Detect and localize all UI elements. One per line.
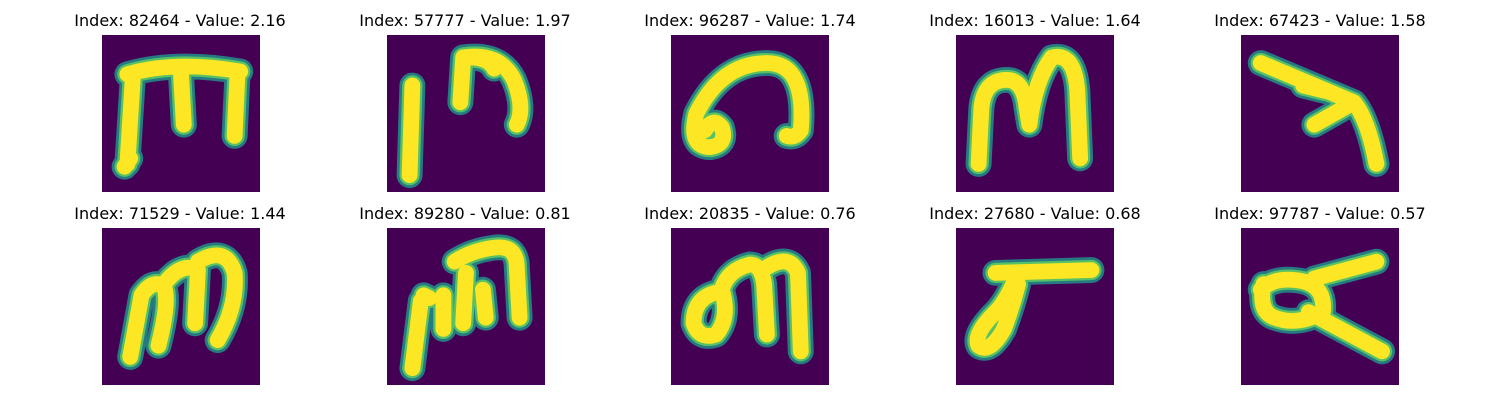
panel-title-4: Index: 16013 - Value: 1.64 [929, 11, 1141, 30]
glyph-core [1252, 55, 1385, 172]
panel-title-8: Index: 20835 - Value: 0.76 [644, 204, 856, 223]
glyph-core [404, 239, 528, 377]
glyph-image-8 [671, 228, 829, 385]
glyph-core [401, 48, 529, 184]
glyph-image-2 [387, 35, 545, 192]
panel-title-5: Index: 67423 - Value: 1.58 [1214, 11, 1426, 30]
glyph-image-6 [102, 228, 260, 385]
glyph-core [686, 55, 810, 155]
panel-title-7: Index: 89280 - Value: 0.81 [359, 204, 571, 223]
glyph-image-1 [102, 35, 260, 192]
panel-title-9: Index: 27680 - Value: 0.68 [929, 204, 1141, 223]
glyph-core [122, 247, 243, 365]
panel-title-2: Index: 57777 - Value: 1.97 [359, 11, 571, 30]
glyph-image-7 [387, 228, 545, 385]
panel-title-10: Index: 97787 - Value: 0.57 [1214, 204, 1426, 223]
panel-title-1: Index: 82464 - Value: 2.16 [74, 11, 286, 30]
glyph-image-9 [956, 228, 1114, 385]
glyph-image-5 [1241, 35, 1399, 192]
glyph-image-3 [671, 35, 829, 192]
glyph-core [969, 262, 1100, 356]
panel-title-6: Index: 71529 - Value: 1.44 [74, 204, 286, 223]
glyph-core [116, 58, 249, 175]
glyph-core [1252, 253, 1390, 360]
glyph-image-10 [1241, 228, 1399, 385]
glyph-core [685, 253, 809, 360]
glyph-image-4 [956, 35, 1114, 192]
panel-title-3: Index: 96287 - Value: 1.74 [644, 11, 856, 30]
glyph-core [970, 48, 1089, 172]
